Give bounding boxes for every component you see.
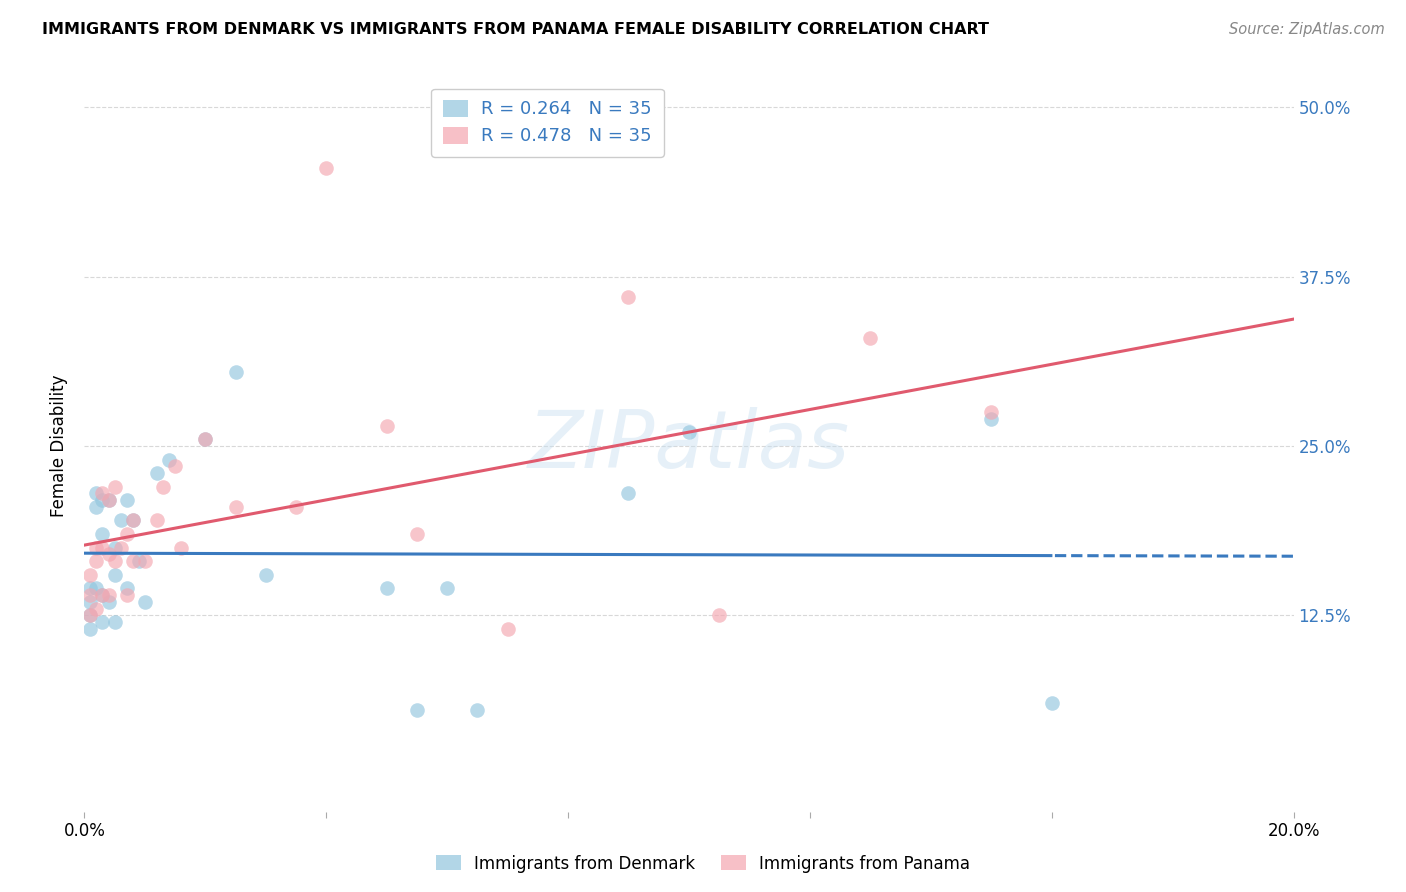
Point bbox=[146, 514, 169, 528]
Point bbox=[467, 703, 489, 717]
Point bbox=[194, 432, 217, 446]
Point bbox=[97, 588, 120, 602]
Point bbox=[86, 486, 108, 500]
Point bbox=[678, 425, 700, 440]
Point bbox=[115, 527, 138, 541]
Point bbox=[104, 480, 127, 494]
Point bbox=[91, 486, 114, 500]
Point bbox=[86, 581, 108, 595]
Point bbox=[97, 493, 120, 508]
Point bbox=[617, 290, 640, 304]
Text: IMMIGRANTS FROM DENMARK VS IMMIGRANTS FROM PANAMA FEMALE DISABILITY CORRELATION : IMMIGRANTS FROM DENMARK VS IMMIGRANTS FR… bbox=[42, 22, 990, 37]
Point bbox=[1040, 697, 1063, 711]
Point bbox=[86, 500, 108, 514]
Point bbox=[91, 615, 114, 629]
Point bbox=[152, 480, 174, 494]
Point bbox=[406, 527, 429, 541]
Point bbox=[406, 703, 429, 717]
Point bbox=[104, 541, 127, 555]
Point bbox=[91, 493, 114, 508]
Point bbox=[86, 554, 108, 568]
Point bbox=[496, 622, 519, 636]
Point bbox=[134, 595, 156, 609]
Point bbox=[110, 541, 132, 555]
Point bbox=[165, 459, 187, 474]
Point bbox=[128, 554, 150, 568]
Point bbox=[315, 161, 337, 176]
Point bbox=[79, 622, 101, 636]
Point bbox=[157, 452, 180, 467]
Point bbox=[617, 486, 640, 500]
Point bbox=[115, 588, 138, 602]
Point bbox=[115, 493, 138, 508]
Point bbox=[91, 588, 114, 602]
Point bbox=[134, 554, 156, 568]
Legend: Immigrants from Denmark, Immigrants from Panama: Immigrants from Denmark, Immigrants from… bbox=[429, 848, 977, 880]
Point bbox=[79, 608, 101, 623]
Point bbox=[170, 541, 193, 555]
Point bbox=[709, 608, 731, 623]
Point bbox=[285, 500, 308, 514]
Point bbox=[121, 514, 143, 528]
Point bbox=[97, 493, 120, 508]
Legend: R = 0.264   N = 35, R = 0.478   N = 35: R = 0.264 N = 35, R = 0.478 N = 35 bbox=[432, 88, 664, 157]
Point bbox=[121, 514, 143, 528]
Text: Source: ZipAtlas.com: Source: ZipAtlas.com bbox=[1229, 22, 1385, 37]
Point bbox=[79, 581, 101, 595]
Point bbox=[146, 466, 169, 480]
Text: ZIPatlas: ZIPatlas bbox=[527, 407, 851, 485]
Point bbox=[79, 595, 101, 609]
Point bbox=[91, 541, 114, 555]
Point bbox=[375, 581, 398, 595]
Point bbox=[121, 554, 143, 568]
Point bbox=[375, 418, 398, 433]
Point bbox=[225, 364, 247, 378]
Point bbox=[97, 595, 120, 609]
Point bbox=[104, 615, 127, 629]
Point bbox=[97, 547, 120, 561]
Point bbox=[980, 412, 1002, 426]
Point bbox=[86, 601, 108, 615]
Point bbox=[86, 541, 108, 555]
Point bbox=[91, 588, 114, 602]
Point bbox=[91, 527, 114, 541]
Point bbox=[980, 405, 1002, 419]
Point bbox=[436, 581, 458, 595]
Point bbox=[104, 554, 127, 568]
Point bbox=[79, 608, 101, 623]
Point bbox=[110, 514, 132, 528]
Point bbox=[254, 567, 277, 582]
Point bbox=[79, 588, 101, 602]
Point bbox=[115, 581, 138, 595]
Point bbox=[104, 567, 127, 582]
Point bbox=[79, 567, 101, 582]
Y-axis label: Female Disability: Female Disability bbox=[51, 375, 69, 517]
Point bbox=[859, 331, 882, 345]
Point bbox=[194, 432, 217, 446]
Point bbox=[225, 500, 247, 514]
